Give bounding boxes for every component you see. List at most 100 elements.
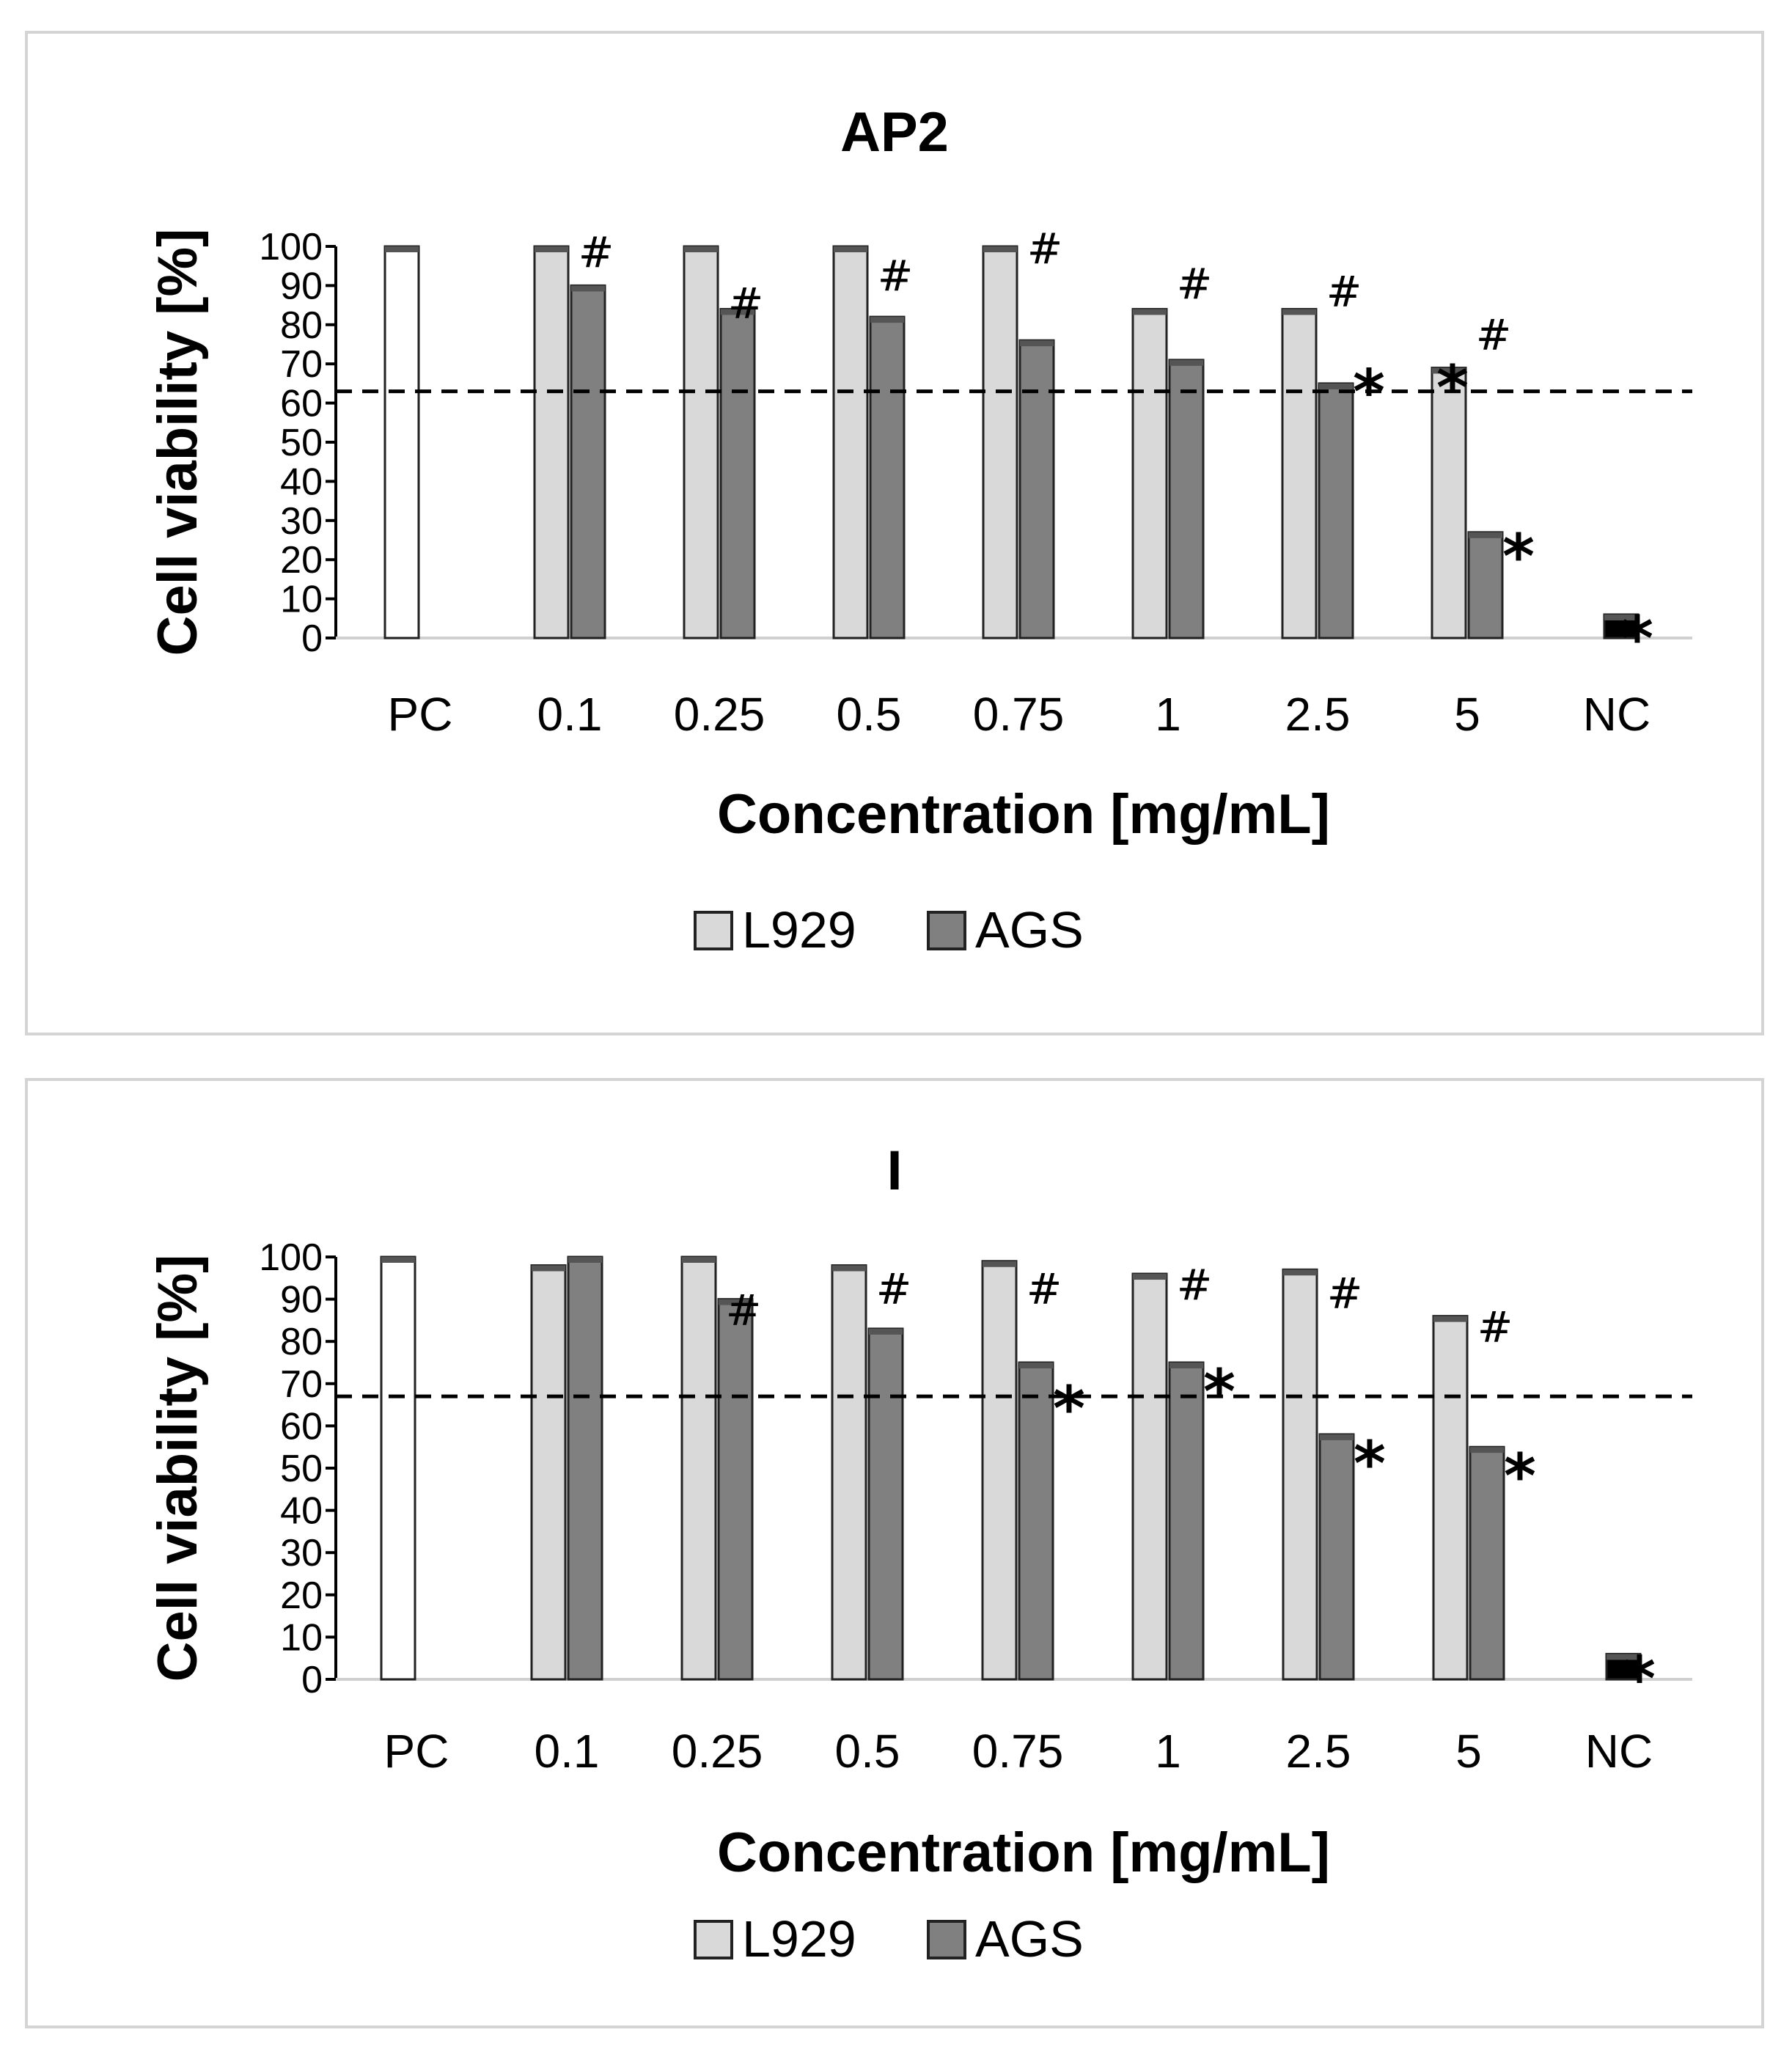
bar-ags <box>1467 531 1504 639</box>
legend-label: L929 <box>742 901 856 958</box>
x-tick-label: 0.5 <box>835 1725 900 1778</box>
bar-l929-cap <box>1433 1316 1467 1322</box>
y-tick-label: 20 <box>280 1574 323 1617</box>
bar-l929 <box>981 1260 1018 1681</box>
asterisk-mark: * <box>1203 1356 1235 1428</box>
chart-title: I <box>886 1140 902 1202</box>
hash-mark: # <box>1476 310 1512 360</box>
hash-mark: # <box>1027 1264 1062 1314</box>
bar-pc-cap <box>381 1257 415 1263</box>
bar-l929-cap <box>535 246 568 252</box>
bar-l929-cap <box>682 1257 716 1263</box>
bar-l929 <box>530 1264 567 1681</box>
y-tick-label: 30 <box>280 500 323 543</box>
x-tick-label: 1 <box>1155 688 1181 741</box>
bar-l929-cap <box>1282 309 1316 315</box>
legend-swatch <box>927 1920 966 1959</box>
bar-l929-cap <box>983 1261 1016 1267</box>
bar-l929-cap <box>1432 367 1466 374</box>
asterisk-mark: * <box>1053 1373 1085 1445</box>
y-tick-label: 100 <box>259 1236 323 1279</box>
bar-l929 <box>1432 1315 1469 1681</box>
bar-ags <box>567 1255 603 1681</box>
chart-ap2: AP2 Cell viability [%] 0102030405060708090… <box>147 101 1692 958</box>
y-tick-label: 90 <box>280 1279 323 1321</box>
bar-l929 <box>1131 1272 1168 1681</box>
bar-ags <box>867 1327 904 1681</box>
x-tick-label: PC <box>388 688 453 741</box>
y-tick-label: 70 <box>280 1363 323 1406</box>
bar-l929 <box>1131 307 1168 639</box>
x-tick-label: NC <box>1583 688 1650 741</box>
bar-ags-cap <box>870 317 904 323</box>
hash-mark: # <box>876 1264 912 1314</box>
bar-ags-cap <box>1320 1434 1354 1440</box>
y-axis-label: Cell viability [%] <box>147 229 209 656</box>
x-tick-label: 0.5 <box>837 688 902 741</box>
bar-ags-cap <box>1019 1363 1053 1368</box>
bar-l929 <box>1281 307 1318 639</box>
x-axis-label: Concentration [mg/mL] <box>717 783 1330 846</box>
bar-ags-cap <box>1169 1363 1203 1368</box>
hash-mark: # <box>726 1286 762 1335</box>
bar-l929-cap <box>834 246 867 252</box>
y-tick-label: 0 <box>301 1659 323 1701</box>
bar-ags-cap <box>1020 340 1054 347</box>
bar-ags <box>570 284 606 639</box>
bar-l929 <box>831 1264 867 1681</box>
x-tick-label: NC <box>1585 1725 1653 1778</box>
bar-ags <box>717 1298 754 1681</box>
y-tick-label: 10 <box>280 1616 323 1659</box>
x-tick-label: 5 <box>1455 1725 1482 1778</box>
bar-ags-cap <box>721 309 754 315</box>
bar-l929 <box>683 245 719 639</box>
x-tick-label: 2.5 <box>1286 1725 1351 1778</box>
y-tick-label: 40 <box>280 461 323 503</box>
bar-l929-cap <box>1133 1274 1167 1280</box>
legend-label: L929 <box>742 1910 856 1968</box>
asterisk-mark: * <box>1502 521 1535 593</box>
bar-ags <box>1168 359 1205 639</box>
bar-pc <box>383 245 420 639</box>
bar-l929 <box>533 245 570 639</box>
asterisk-mark: * <box>1621 603 1653 675</box>
hash-mark: # <box>1326 267 1362 317</box>
bar-l929-cap <box>983 246 1017 252</box>
y-tick-label: 40 <box>280 1490 323 1533</box>
y-tick-label: 60 <box>280 1405 323 1448</box>
hash-mark: # <box>1327 1269 1363 1319</box>
x-axis-label: Concentration [mg/mL] <box>717 1822 1330 1884</box>
bar-ags <box>869 315 906 639</box>
asterisk-mark: * <box>1354 1428 1386 1500</box>
y-tick-label: 50 <box>280 1448 323 1490</box>
bar-nc-cap <box>1604 614 1638 620</box>
legend-swatch <box>694 1920 733 1959</box>
bar-ags-cap <box>1470 1447 1504 1453</box>
x-tick-label: 0.75 <box>972 1725 1064 1778</box>
y-tick-label: 10 <box>280 579 323 621</box>
y-tick-label: 20 <box>280 539 323 582</box>
chart-panel-ap2: AP2 Cell viability [%] 0 10 20 30 40 50 60 70 80 90… <box>25 31 1764 1035</box>
y-axis-label: Cell viability [%] <box>147 1255 209 1682</box>
bar-l929-cap <box>1133 309 1167 315</box>
bar-ags-cap <box>719 1299 752 1305</box>
chart-panel-i: I Cell viability [%] 0 10 20 30 40 50 60 70 80 90 10… <box>25 1078 1764 2028</box>
x-tick-label: 0.1 <box>535 1725 600 1778</box>
y-tick-label: 0 <box>301 617 323 660</box>
hash-mark: # <box>878 252 914 301</box>
bar-ags <box>719 307 756 639</box>
bar-l929-cap <box>1283 1269 1317 1276</box>
bar-l929 <box>832 245 869 639</box>
x-tick-label: PC <box>384 1725 449 1778</box>
legend-swatch <box>694 911 733 950</box>
bar-ags <box>1018 1361 1054 1681</box>
bar-ags-cap <box>1319 383 1353 389</box>
bar-ags-cap <box>869 1328 903 1335</box>
bar-ags <box>1168 1361 1205 1681</box>
y-tick-label: 60 <box>280 383 323 425</box>
y-tick-label: 80 <box>280 1321 323 1363</box>
bar-l929-cap <box>684 246 718 252</box>
legend-label: AGS <box>975 1910 1084 1968</box>
y-tick-label: 90 <box>280 265 323 307</box>
bar-l929 <box>1282 1268 1318 1681</box>
